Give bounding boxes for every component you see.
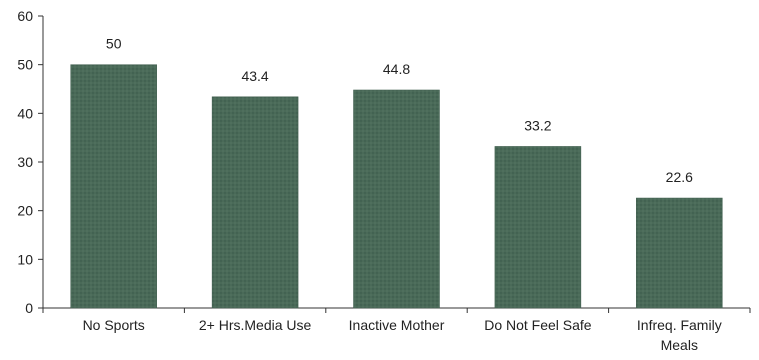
x-category-label-line: 2+ Hrs.Media Use	[199, 317, 312, 333]
x-category-label-line: Do Not Feel Safe	[484, 317, 592, 333]
data-label: 33.2	[524, 117, 551, 133]
x-category-label-line: Meals	[661, 337, 698, 353]
x-category-label: Do Not Feel Safe	[484, 317, 592, 333]
x-category-label-line: No Sports	[83, 317, 145, 333]
plot-area: 0 10 20 30 40 50 60 50 No Sports 43.4 2+ Hrs.Media…	[17, 8, 751, 353]
data-label: 43.4	[241, 68, 268, 84]
x-category-label-line: Inactive Mother	[349, 317, 445, 333]
y-tick-label: 50	[17, 57, 33, 73]
x-category-label: 2+ Hrs.Media Use	[199, 317, 312, 333]
y-tick-label: 10	[17, 251, 33, 267]
bar	[494, 146, 582, 309]
x-category-label: Inactive Mother	[349, 317, 445, 333]
data-label: 44.8	[383, 61, 410, 77]
x-category-label-line: Infreq. Family	[637, 317, 722, 333]
y-tick-label: 40	[17, 105, 33, 121]
y-tick-label: 60	[17, 8, 33, 24]
bar	[636, 197, 723, 309]
y-tick-label: 20	[17, 203, 33, 219]
x-category-label: No Sports	[83, 317, 145, 333]
bar	[211, 96, 299, 309]
y-tick-label: 30	[17, 154, 33, 170]
y-tick-label: 0	[25, 300, 33, 316]
bar	[70, 64, 157, 309]
data-label: 22.6	[666, 169, 693, 185]
bar	[353, 89, 440, 309]
x-category-label: Infreq. Family Meals	[637, 317, 722, 353]
data-label: 50	[106, 36, 122, 52]
